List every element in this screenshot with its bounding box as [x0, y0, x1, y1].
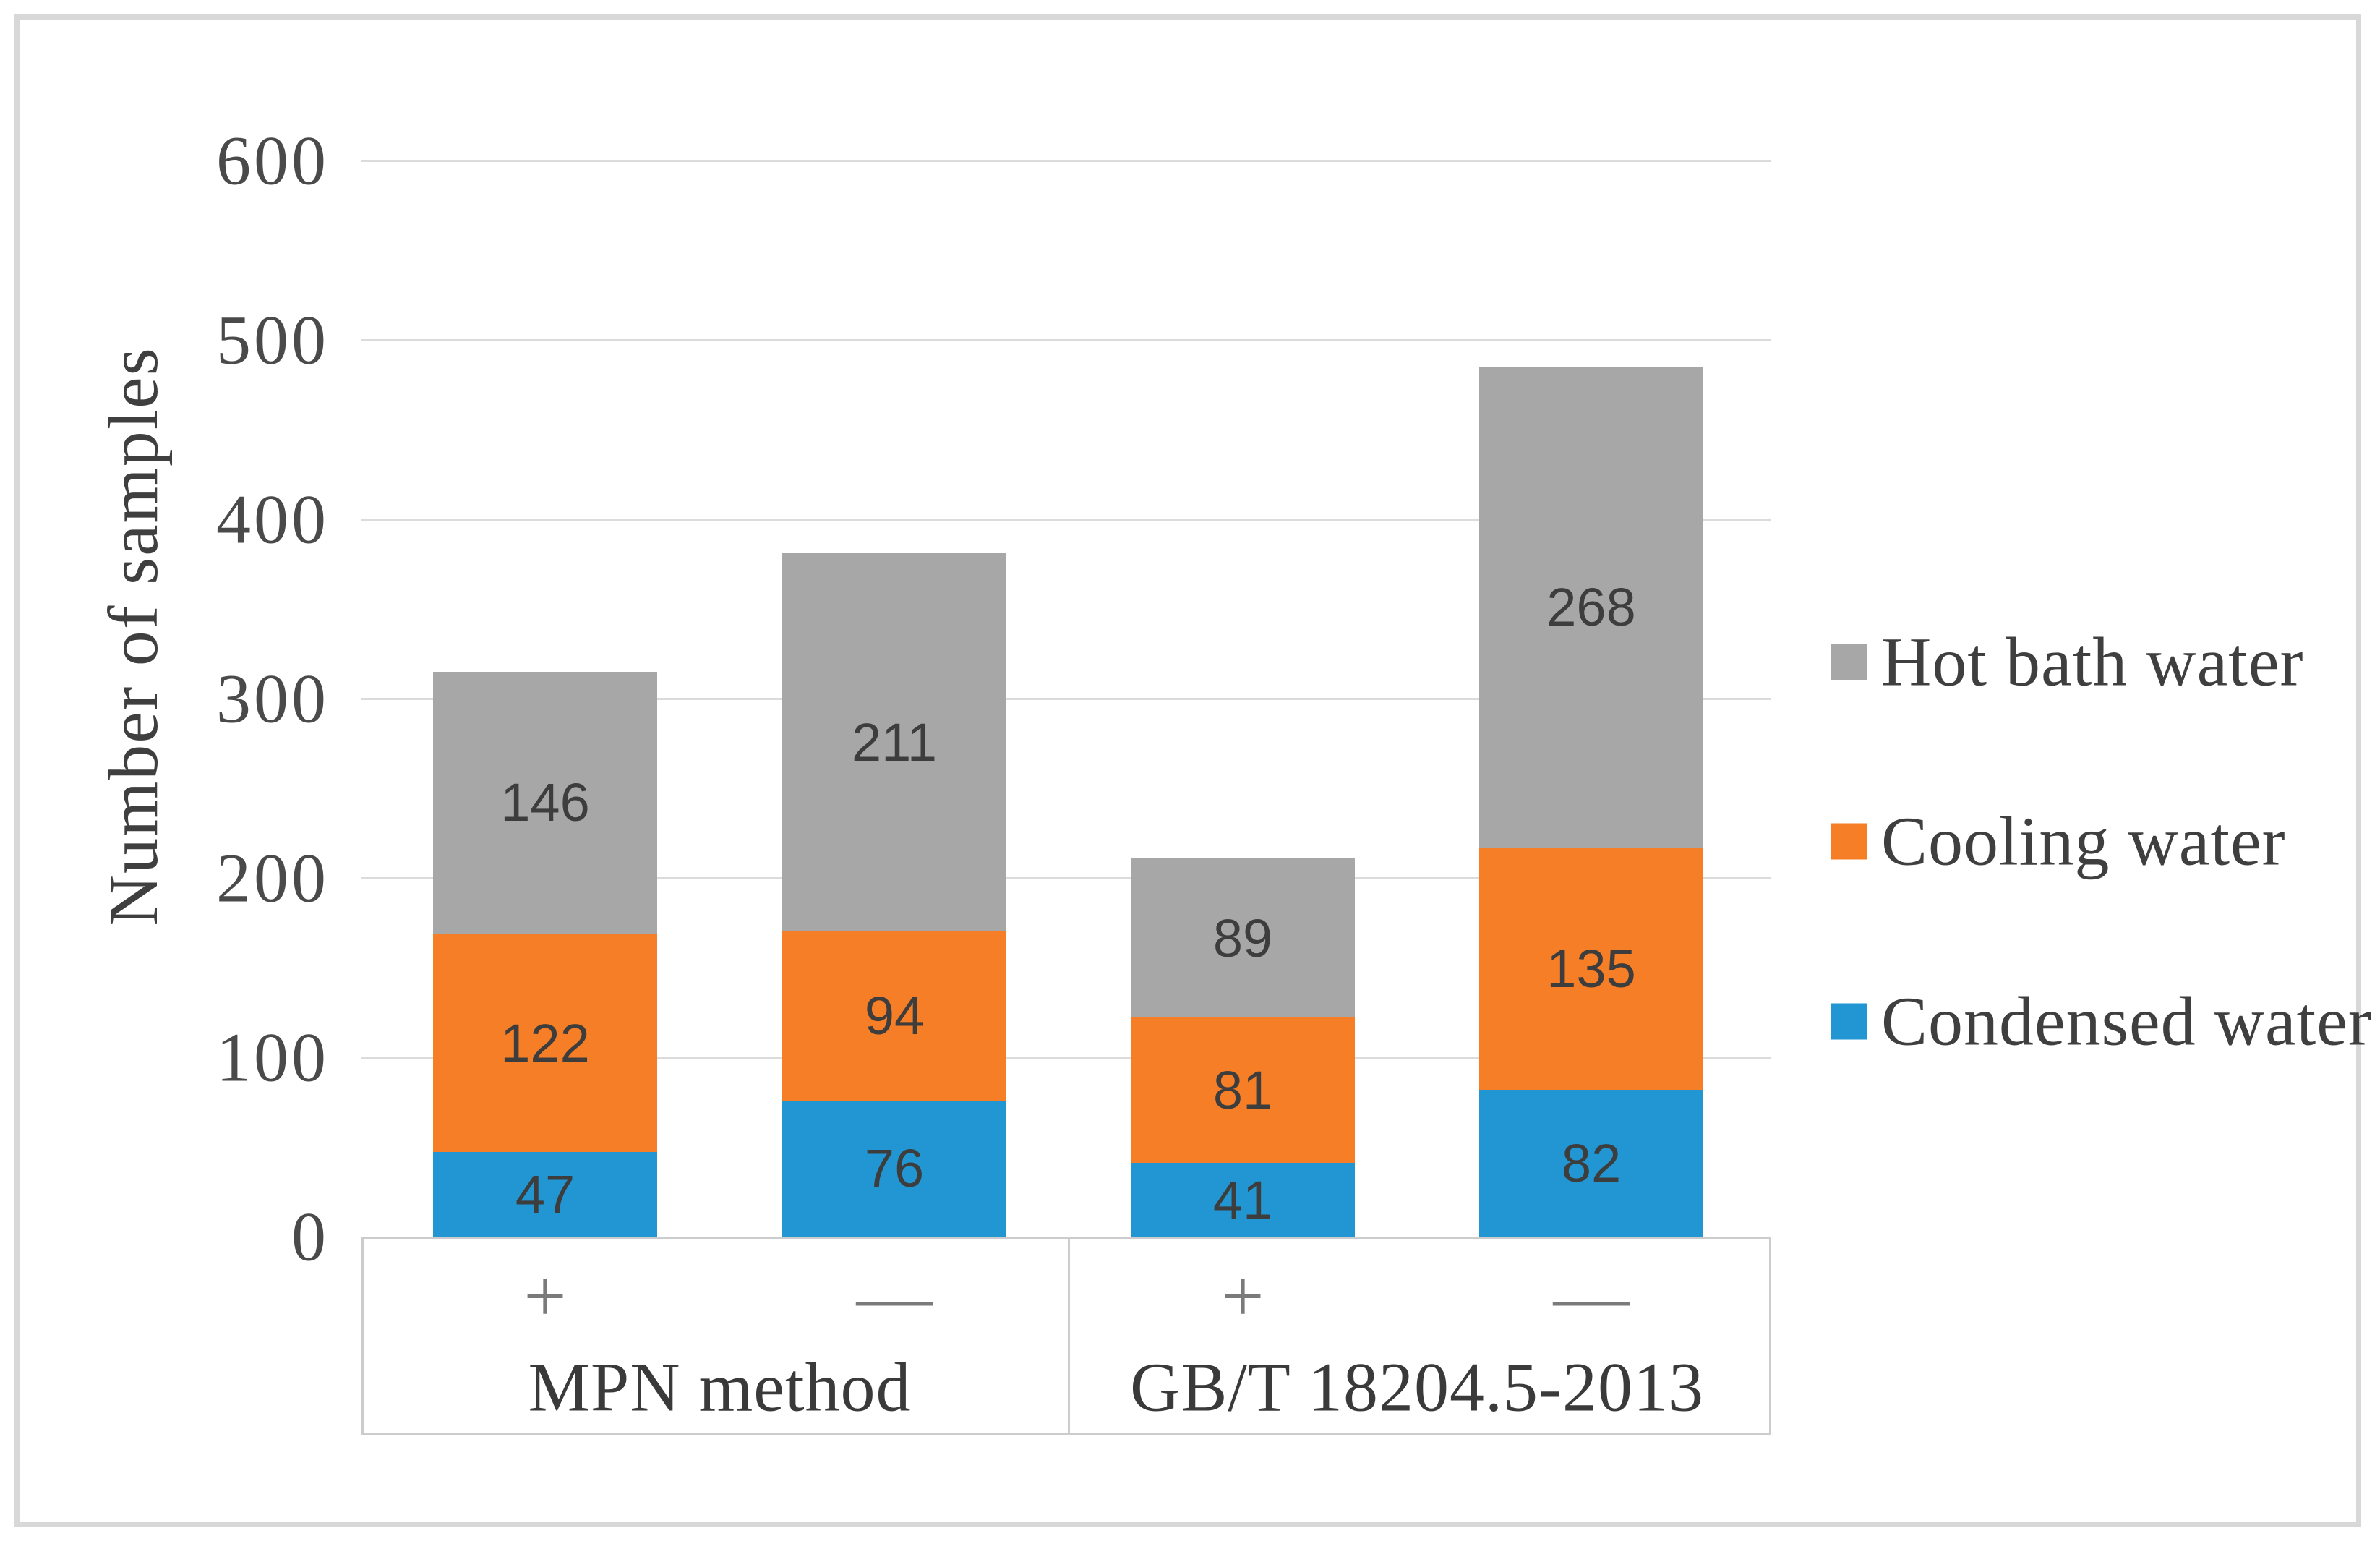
y-tick-label-600: 600	[216, 121, 329, 200]
bar-segment-hot-bath-water-cat0: 146	[433, 671, 657, 934]
y-tick-label-500: 500	[216, 301, 329, 379]
y-tick-label-0: 0	[291, 1198, 329, 1276]
category-label-3: —	[1553, 1253, 1630, 1339]
legend-marker-icon	[1831, 823, 1867, 859]
bar-value-label: 81	[1212, 1060, 1273, 1121]
bar-value-label: 47	[515, 1164, 575, 1225]
gridline-600	[361, 160, 1771, 162]
gridline-300	[361, 698, 1771, 700]
bar-value-label: 89	[1212, 908, 1273, 968]
gridline-100	[361, 1057, 1771, 1059]
category-group-divider	[1068, 1237, 1070, 1435]
bar-value-label: 41	[1212, 1169, 1273, 1230]
y-tick-label-100: 100	[216, 1018, 329, 1096]
legend-label: Cooling water	[1881, 802, 2286, 880]
bar-segment-cooling-water-cat0: 122	[433, 933, 657, 1153]
gridline-200	[361, 877, 1771, 879]
bar-value-label: 122	[500, 1012, 590, 1073]
group-label-0: MPN method	[528, 1348, 912, 1426]
bar-segment-hot-bath-water-cat2: 89	[1131, 858, 1355, 1018]
legend-label: Condensed water	[1881, 982, 2372, 1060]
legend-marker-icon	[1831, 1003, 1867, 1039]
bar-value-label: 135	[1546, 938, 1636, 999]
category-label-1: —	[856, 1253, 933, 1339]
bar-value-label: 82	[1561, 1132, 1622, 1193]
legend-item-condensed-water: Condensed water	[1831, 981, 2372, 1062]
bar-value-label: 211	[852, 712, 937, 773]
bar-segment-hot-bath-water-cat1: 211	[782, 553, 1006, 932]
y-tick-label-300: 300	[216, 660, 329, 738]
y-tick-label-200: 200	[216, 839, 329, 917]
bar-segment-condensed-water-cat3: 82	[1479, 1089, 1703, 1237]
category-axis-box	[361, 1237, 1771, 1435]
legend-item-cooling-water: Cooling water	[1831, 801, 2286, 882]
bar-value-label: 146	[500, 772, 590, 833]
figure-frame	[14, 14, 2361, 1527]
bar-value-label: 268	[1546, 577, 1636, 637]
category-label-2: +	[1221, 1253, 1264, 1339]
bar-segment-cooling-water-cat2: 81	[1131, 1017, 1355, 1164]
category-label-0: +	[523, 1253, 567, 1339]
bar-value-label: 94	[864, 986, 925, 1046]
legend-item-hot-bath-water: Hot bath water	[1831, 622, 2303, 702]
gridline-500	[361, 339, 1771, 341]
bar-value-label: 76	[864, 1138, 925, 1199]
bar-segment-condensed-water-cat0: 47	[433, 1152, 657, 1237]
bar-segment-cooling-water-cat1: 94	[782, 931, 1006, 1101]
bar-segment-cooling-water-cat3: 135	[1479, 847, 1703, 1090]
gridline-400	[361, 519, 1771, 521]
bar-segment-hot-bath-water-cat3: 268	[1479, 367, 1703, 848]
legend-marker-icon	[1831, 644, 1867, 680]
y-tick-label-400: 400	[216, 480, 329, 558]
bar-segment-condensed-water-cat2: 41	[1131, 1163, 1355, 1237]
group-label-1: GB/T 18204.5-2013	[1130, 1348, 1704, 1426]
bar-segment-condensed-water-cat1: 76	[782, 1100, 1006, 1237]
legend-label: Hot bath water	[1881, 623, 2304, 701]
